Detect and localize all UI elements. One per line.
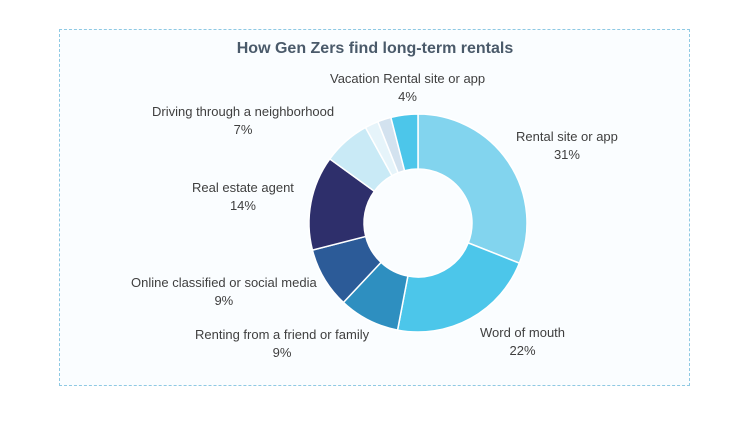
chart-frame [59,29,690,386]
slice-label-driving: Driving through a neighborhood 7% [152,104,335,137]
donut-slice-0 [417,113,528,265]
slice-label-real-estate-agent: Real estate agent 14% [192,180,294,213]
slice-label-word-of-mouth: Word of mouth 22% [480,325,566,358]
slice-label-rental-site: Rental site or app 31% [516,129,618,162]
chart-title: How Gen Zers find long-term rentals [236,40,514,57]
slice-label-vacation-rental: Vacation Rental site or app 4% [330,71,486,104]
donut-slice-1 [396,241,521,333]
slice-label-friend-family: Renting from a friend or family 9% [195,327,370,360]
slice-label-online-classified: Online classified or social media 9% [131,275,317,308]
donut-slice-8 [389,113,419,172]
